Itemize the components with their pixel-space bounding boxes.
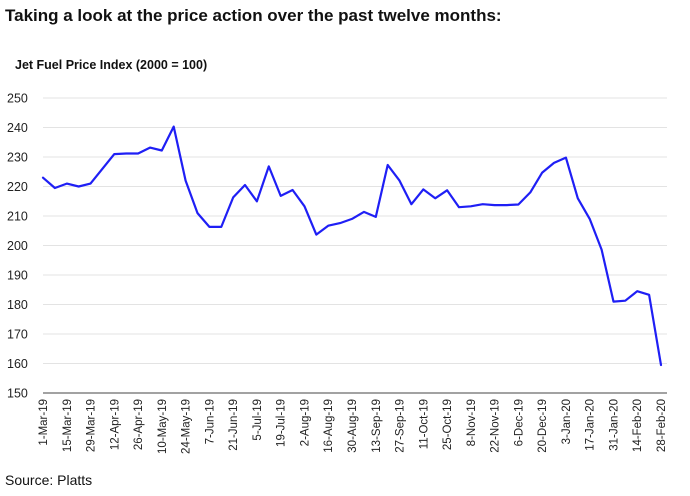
page-heading: Taking a look at the price action over t…: [5, 6, 502, 25]
x-tick-label: 11-Oct-19: [418, 399, 430, 449]
y-tick-label: 180: [7, 298, 28, 312]
source-note: Source: Platts: [5, 472, 93, 488]
y-tick-label: 230: [7, 151, 28, 165]
x-tick-label: 27-Sep-19: [395, 399, 407, 453]
y-tick-label: 160: [7, 357, 28, 371]
chart-title: Jet Fuel Price Index (2000 = 100): [15, 58, 208, 72]
x-tick-label: 12-Apr-19: [109, 399, 121, 450]
x-tick-label: 3-Jan-20: [561, 399, 573, 444]
series-line-jet-fuel: [41, 125, 663, 367]
x-tick-label: 25-Oct-19: [442, 399, 454, 450]
y-tick-label: 170: [7, 328, 28, 342]
x-tick-label: 10-May-19: [157, 399, 169, 454]
x-tick-label: 5-Jul-19: [252, 399, 264, 441]
x-tick-label: 1-Mar-19: [38, 399, 50, 446]
grid-layer: [43, 97, 667, 364]
x-tick-label: 21-Jun-19: [228, 399, 240, 451]
x-tick-label: 16-Aug-19: [323, 399, 335, 453]
x-tick-label: 8-Nov-19: [466, 399, 478, 446]
y-tick-label: 190: [7, 269, 28, 283]
x-tick-label: 2-Aug-19: [299, 399, 311, 446]
x-tick-labels: 1-Mar-19 15-Mar-19 29-Mar-19 12-Apr-19 26-Ap…: [38, 399, 668, 454]
series-layer: [41, 125, 663, 367]
y-tick-label: 240: [7, 121, 28, 135]
x-tick-label: 19-Jul-19: [276, 399, 288, 447]
y-tick-label: 210: [7, 210, 28, 224]
x-tick-label: 30-Aug-19: [347, 399, 359, 453]
x-tick-label: 7-Jun-19: [204, 399, 216, 444]
x-tick-label: 17-Jan-20: [585, 399, 597, 451]
y-tick-label: 150: [7, 387, 28, 401]
x-tick-label: 26-Apr-19: [133, 399, 145, 450]
y-tick-label: 250: [7, 92, 28, 106]
x-tick-label: 31-Jan-20: [608, 399, 620, 451]
y-tick-label: 200: [7, 239, 28, 253]
x-tick-label: 28-Feb-20: [656, 399, 668, 452]
x-tick-label: 20-Dec-19: [537, 399, 549, 453]
x-tick-label: 14-Feb-20: [632, 399, 644, 452]
x-tick-label: 6-Dec-19: [513, 399, 525, 446]
x-tick-label: 13-Sep-19: [371, 399, 383, 453]
y-tick-labels: 150 160 170 180 190 200 210 220 230 240 250: [7, 92, 28, 401]
x-tick-label: 24-May-19: [181, 399, 193, 454]
x-tick-label: 29-Mar-19: [86, 399, 98, 452]
x-tick-label: 22-Nov-19: [490, 399, 502, 453]
y-tick-label: 220: [7, 180, 28, 194]
x-tick-label: 15-Mar-19: [62, 399, 74, 452]
